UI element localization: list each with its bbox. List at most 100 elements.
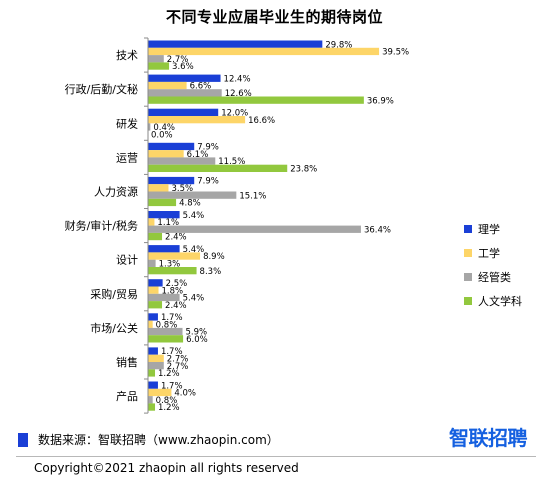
- data-label: 5.4%: [183, 245, 205, 255]
- data-label: 15.1%: [239, 191, 266, 201]
- chart-title: 不同专业应届毕业生的期待岗位: [165, 8, 383, 26]
- data-label: 0.8%: [156, 320, 178, 330]
- data-label: 29.8%: [325, 40, 352, 50]
- data-label: 2.7%: [167, 55, 189, 65]
- bar: [148, 47, 380, 56]
- data-label: 36.9%: [367, 96, 394, 106]
- data-label: 5.4%: [183, 294, 205, 304]
- category-label: 市场/公关: [90, 321, 138, 335]
- chart-legend: 理学 工学 经管类 人文学科: [464, 217, 522, 313]
- bar: [148, 403, 156, 411]
- bar: [148, 354, 164, 362]
- data-label: 12.0%: [221, 109, 248, 119]
- data-label: 3.5%: [171, 184, 193, 194]
- data-label: 1.3%: [159, 260, 181, 270]
- source-marker: [18, 433, 28, 447]
- bar: [148, 259, 156, 267]
- bar: [148, 40, 323, 48]
- legend-label: 工学: [478, 247, 500, 260]
- legend-item: 理学: [464, 217, 522, 241]
- category-label: 技术: [116, 49, 138, 62]
- data-label: 39.5%: [382, 48, 409, 58]
- legend-swatch: [464, 249, 472, 257]
- data-label: 7.9%: [197, 143, 219, 153]
- data-label: 11.5%: [218, 157, 245, 167]
- data-label: 1.1%: [157, 218, 179, 228]
- bar: [148, 96, 364, 104]
- data-label: 8.3%: [200, 267, 222, 277]
- data-label: 5.4%: [183, 211, 205, 221]
- bar: [148, 198, 177, 207]
- zhaopin-logo: 智联招聘: [449, 426, 528, 450]
- data-label: 1.2%: [158, 369, 180, 379]
- bar: [148, 232, 163, 241]
- bar: [148, 286, 159, 294]
- category-label: 研发: [116, 116, 138, 130]
- data-label: 8.9%: [203, 252, 225, 262]
- bar: [148, 123, 151, 131]
- data-label: 7.9%: [197, 177, 219, 187]
- data-label: 4.0%: [174, 389, 196, 399]
- bar: [148, 279, 163, 287]
- data-label: 6.6%: [190, 82, 212, 92]
- data-label: 4.8%: [179, 199, 201, 209]
- bar: [148, 89, 222, 97]
- data-label: 16.6%: [248, 116, 275, 126]
- data-label: 1.7%: [161, 347, 183, 357]
- legend-label: 理学: [478, 223, 500, 236]
- bar: [148, 150, 184, 158]
- data-label: 5.9%: [186, 328, 208, 338]
- category-label: 产品: [116, 389, 138, 403]
- legend-label: 人文学科: [478, 295, 522, 308]
- legend-item: 经管类: [464, 265, 522, 289]
- legend-swatch: [464, 225, 472, 233]
- bar: [148, 327, 183, 336]
- data-label: 12.6%: [225, 89, 252, 99]
- bar: [148, 164, 288, 172]
- data-source: 数据来源：智联招聘（www.zhaopin.com）: [38, 433, 279, 447]
- bar: [148, 335, 184, 343]
- legend-item: 工学: [464, 241, 522, 265]
- footer-divider: [16, 456, 536, 457]
- data-label: 2.4%: [165, 301, 187, 311]
- data-label: 1.8%: [162, 286, 184, 296]
- category-label: 采购/贸易: [90, 287, 138, 301]
- data-label: 1.2%: [158, 403, 180, 413]
- bar: [148, 362, 164, 370]
- data-label: 6.0%: [186, 335, 208, 345]
- category-label: 人力资源: [94, 184, 138, 198]
- bar: [148, 55, 164, 63]
- category-label: 行政/后勤/文秘: [65, 82, 138, 96]
- data-label: 0.4%: [153, 123, 175, 133]
- data-label: 23.8%: [290, 165, 317, 175]
- bar: [148, 74, 221, 82]
- bar-chart: 技术29.8%39.5%2.7%3.6%行政/后勤/文秘12.4%6.6%12.…: [65, 37, 409, 414]
- data-label: 3.6%: [172, 62, 194, 72]
- legend-label: 经管类: [478, 271, 511, 284]
- bar: [148, 191, 237, 199]
- bar: [148, 347, 158, 355]
- data-label: 1.7%: [161, 381, 183, 391]
- bar: [148, 301, 163, 309]
- bar: [148, 293, 180, 302]
- bar: [148, 225, 361, 233]
- category-label: 销售: [116, 355, 138, 369]
- bar: [148, 142, 195, 151]
- data-label: 2.7%: [167, 355, 189, 365]
- bar: [148, 396, 153, 404]
- data-label: 2.7%: [167, 362, 189, 372]
- bar: [148, 116, 246, 124]
- category-label: 设计: [116, 254, 138, 267]
- legend-swatch: [464, 273, 472, 281]
- data-label: 1.7%: [161, 313, 183, 323]
- data-label: 36.4%: [364, 225, 391, 235]
- data-label: 2.4%: [165, 233, 187, 243]
- data-label: 0.0%: [151, 130, 173, 140]
- bar: [148, 211, 180, 219]
- bar: [148, 81, 187, 90]
- bar: [148, 157, 216, 165]
- bar: [148, 252, 201, 260]
- bar: [148, 369, 156, 377]
- data-label: 0.8%: [156, 396, 178, 406]
- category-label: 运营: [116, 150, 138, 164]
